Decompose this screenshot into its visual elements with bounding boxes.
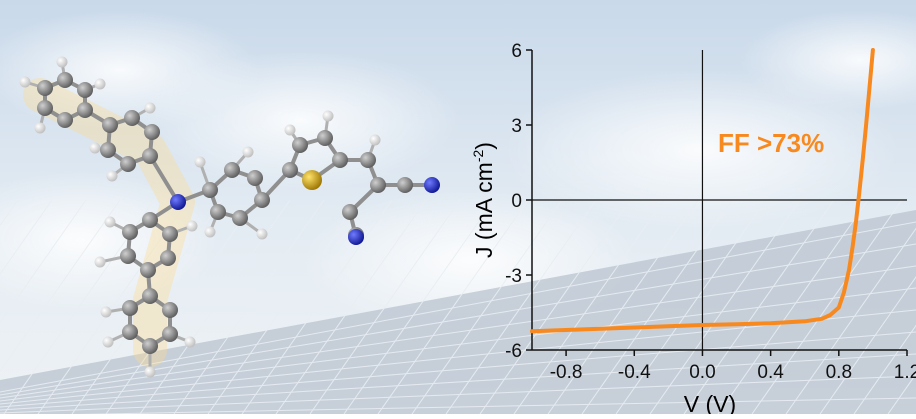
carbon-atom bbox=[282, 162, 298, 178]
carbon-atom bbox=[120, 248, 136, 264]
carbon-atom bbox=[397, 177, 413, 193]
carbon-atom bbox=[370, 177, 386, 193]
carbon-atom bbox=[317, 130, 333, 146]
carbon-atom bbox=[122, 224, 138, 240]
x-tick-label: -0.4 bbox=[618, 362, 651, 383]
jv-chart: -6 -3 0 3 6 -0.8 -0.4 0.0 0.4 0.8 1.2 FF >73% V (V… bbox=[470, 41, 916, 417]
y-tick-label: 0 bbox=[511, 191, 522, 212]
hydrogen-atom bbox=[100, 306, 112, 318]
hydrogen-atom bbox=[144, 366, 156, 378]
hydrogen-atom bbox=[186, 220, 198, 232]
molecule-structure bbox=[19, 56, 440, 378]
carbon-atom bbox=[142, 288, 158, 304]
x-axis-label: V (V) bbox=[684, 391, 736, 414]
x-tick-label: -0.8 bbox=[550, 362, 583, 383]
carbon-atom bbox=[120, 156, 136, 172]
carbon-atom bbox=[162, 326, 178, 342]
ff-annotation: FF >73% bbox=[718, 128, 824, 158]
carbon-atom bbox=[162, 226, 178, 242]
carbon-atom bbox=[224, 162, 240, 178]
hydrogen-atom bbox=[104, 216, 116, 228]
hydrogen-atom bbox=[256, 228, 268, 240]
y-tick-label: 3 bbox=[511, 116, 522, 137]
carbon-atom bbox=[142, 212, 158, 228]
carbon-atom bbox=[332, 152, 348, 168]
carbon-atom bbox=[210, 204, 226, 220]
y-tick-label: -6 bbox=[505, 341, 522, 362]
carbon-atom bbox=[140, 262, 156, 278]
x-tick-label: 1.2 bbox=[894, 362, 916, 383]
hydrogen-atom bbox=[102, 336, 114, 348]
carbon-atom bbox=[142, 148, 158, 164]
clouds bbox=[0, 10, 916, 330]
sulfur-atom bbox=[302, 170, 322, 190]
nitrogen-atom bbox=[170, 194, 186, 210]
carbon-atom bbox=[57, 112, 73, 128]
y-axis-label: J (mA cm-2) bbox=[470, 142, 497, 258]
carbon-atom bbox=[232, 210, 248, 226]
carbon-atom bbox=[100, 142, 116, 158]
carbon-atom bbox=[77, 102, 93, 118]
hydrogen-atom bbox=[194, 156, 206, 168]
y-tick-label: -3 bbox=[505, 266, 522, 287]
hydrogen-atom bbox=[184, 336, 196, 348]
carbon-atom bbox=[37, 100, 53, 116]
carbon-atom bbox=[162, 302, 178, 318]
solar-panel bbox=[0, 199, 916, 417]
hydrogen-atom bbox=[369, 134, 381, 146]
hydrogen-atom bbox=[106, 170, 118, 182]
carbon-atom bbox=[122, 324, 138, 340]
hydrogen-atom bbox=[94, 78, 106, 90]
hydrogen-atom bbox=[242, 146, 254, 158]
hydrogen-atom bbox=[56, 56, 68, 68]
carbon-atom bbox=[342, 204, 358, 220]
carbon-atom bbox=[142, 338, 158, 354]
carbon-atom bbox=[124, 110, 140, 126]
carbon-atom bbox=[254, 192, 270, 208]
carbon-atom bbox=[360, 152, 376, 168]
hydrogen-atom bbox=[204, 226, 216, 238]
carbon-atom bbox=[247, 170, 263, 186]
carbon-atom bbox=[202, 182, 218, 198]
nitrogen-atom bbox=[424, 177, 440, 193]
hydrogen-atom bbox=[284, 124, 296, 136]
hydrogen-atom bbox=[94, 256, 106, 268]
x-tick-label: 0.8 bbox=[826, 362, 852, 383]
hydrogen-atom bbox=[144, 102, 156, 114]
nitrogen-atom bbox=[348, 229, 364, 245]
hydrogen-atom bbox=[89, 142, 101, 154]
carbon-atom bbox=[144, 124, 160, 140]
x-tick-label: 0.4 bbox=[757, 362, 784, 383]
x-tick-label: 0.0 bbox=[689, 362, 715, 383]
carbon-atom bbox=[160, 250, 176, 266]
carbon-atom bbox=[292, 137, 308, 153]
y-tick-label: 6 bbox=[511, 41, 522, 62]
jv-curve bbox=[530, 48, 875, 334]
hydrogen-atom bbox=[322, 110, 334, 122]
carbon-atom bbox=[37, 80, 53, 96]
hydrogen-atom bbox=[34, 122, 46, 134]
carbon-atom bbox=[57, 72, 73, 88]
carbon-atom bbox=[122, 300, 138, 316]
hydrogen-atom bbox=[19, 76, 31, 88]
carbon-atom bbox=[102, 117, 118, 133]
carbon-atom bbox=[77, 82, 93, 98]
